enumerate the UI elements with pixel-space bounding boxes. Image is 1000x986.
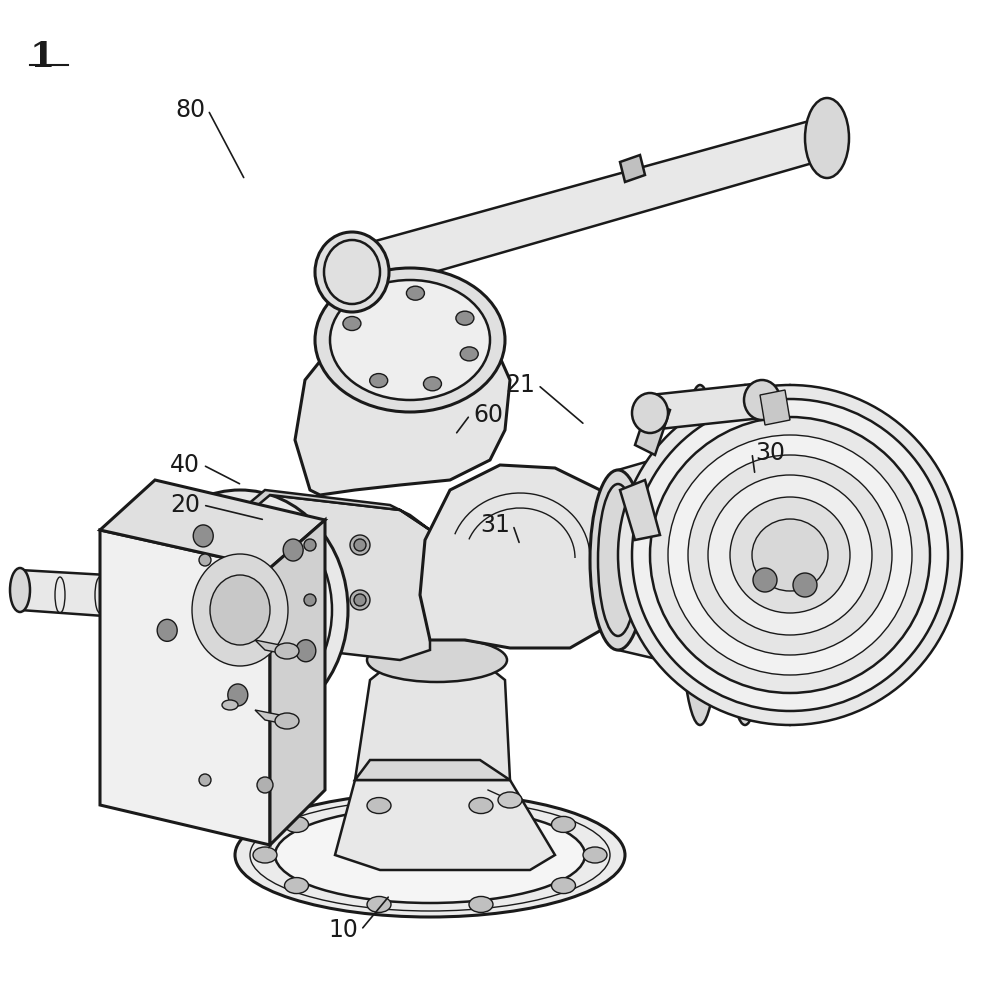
Ellipse shape (456, 312, 474, 325)
Ellipse shape (228, 684, 248, 706)
Ellipse shape (551, 878, 575, 893)
Ellipse shape (304, 539, 316, 551)
Text: 1: 1 (30, 40, 55, 74)
Polygon shape (295, 305, 510, 495)
Ellipse shape (210, 575, 270, 645)
Ellipse shape (805, 98, 849, 178)
Ellipse shape (551, 816, 575, 832)
Ellipse shape (744, 380, 780, 420)
Polygon shape (255, 710, 290, 725)
Polygon shape (100, 480, 325, 568)
Polygon shape (240, 495, 430, 660)
Ellipse shape (460, 347, 478, 361)
Text: 40: 40 (170, 453, 200, 477)
Polygon shape (650, 383, 762, 430)
Ellipse shape (708, 475, 872, 635)
Ellipse shape (199, 774, 211, 786)
Ellipse shape (275, 713, 299, 729)
Ellipse shape (688, 455, 892, 655)
Ellipse shape (367, 896, 391, 912)
Ellipse shape (304, 594, 316, 606)
Ellipse shape (285, 878, 309, 893)
Ellipse shape (469, 798, 493, 813)
Text: 30: 30 (755, 441, 785, 465)
Ellipse shape (793, 573, 817, 597)
Ellipse shape (650, 417, 930, 693)
Ellipse shape (148, 506, 332, 714)
Polygon shape (618, 420, 790, 690)
Ellipse shape (723, 385, 767, 725)
Ellipse shape (406, 286, 424, 300)
Ellipse shape (283, 539, 303, 561)
Text: 31: 31 (480, 513, 510, 537)
Polygon shape (355, 760, 510, 780)
Polygon shape (335, 760, 555, 870)
Ellipse shape (730, 497, 850, 613)
Ellipse shape (343, 317, 361, 330)
Polygon shape (355, 660, 510, 780)
Ellipse shape (354, 594, 366, 606)
Text: 10: 10 (328, 918, 358, 942)
Ellipse shape (668, 435, 912, 675)
Polygon shape (760, 390, 790, 425)
Ellipse shape (300, 535, 320, 555)
Ellipse shape (618, 385, 962, 725)
Ellipse shape (315, 268, 505, 412)
Ellipse shape (193, 525, 213, 547)
Ellipse shape (678, 385, 722, 725)
Ellipse shape (632, 399, 948, 711)
Polygon shape (270, 520, 325, 845)
Ellipse shape (192, 554, 288, 666)
Ellipse shape (285, 816, 309, 832)
Ellipse shape (275, 643, 299, 659)
Polygon shape (255, 640, 290, 655)
Polygon shape (100, 530, 270, 845)
Ellipse shape (367, 638, 507, 682)
Ellipse shape (469, 896, 493, 912)
Ellipse shape (752, 519, 828, 591)
Ellipse shape (583, 847, 607, 863)
Ellipse shape (300, 590, 320, 610)
Ellipse shape (330, 280, 490, 400)
Ellipse shape (222, 700, 238, 710)
Ellipse shape (235, 793, 625, 917)
Ellipse shape (253, 847, 277, 863)
Ellipse shape (10, 568, 30, 612)
Polygon shape (620, 480, 660, 540)
Ellipse shape (498, 792, 522, 808)
Ellipse shape (423, 377, 441, 390)
Ellipse shape (350, 535, 370, 555)
Ellipse shape (132, 490, 348, 730)
Text: 80: 80 (175, 98, 205, 122)
Text: 20: 20 (170, 493, 200, 517)
Polygon shape (420, 465, 635, 648)
Ellipse shape (753, 568, 777, 592)
Ellipse shape (632, 393, 668, 433)
Ellipse shape (275, 807, 585, 903)
Polygon shape (350, 118, 830, 295)
Ellipse shape (296, 640, 316, 662)
Ellipse shape (157, 619, 177, 641)
Ellipse shape (367, 798, 391, 813)
Ellipse shape (370, 374, 388, 387)
Polygon shape (620, 155, 645, 182)
Text: 60: 60 (473, 403, 503, 427)
Polygon shape (635, 400, 670, 455)
Ellipse shape (350, 590, 370, 610)
Polygon shape (20, 570, 160, 620)
Ellipse shape (768, 385, 812, 725)
Ellipse shape (199, 554, 211, 566)
Ellipse shape (172, 532, 308, 688)
Ellipse shape (354, 539, 366, 551)
Ellipse shape (590, 470, 646, 650)
Ellipse shape (257, 777, 273, 793)
Polygon shape (235, 490, 430, 530)
Text: 21: 21 (505, 373, 535, 397)
Ellipse shape (315, 232, 389, 312)
